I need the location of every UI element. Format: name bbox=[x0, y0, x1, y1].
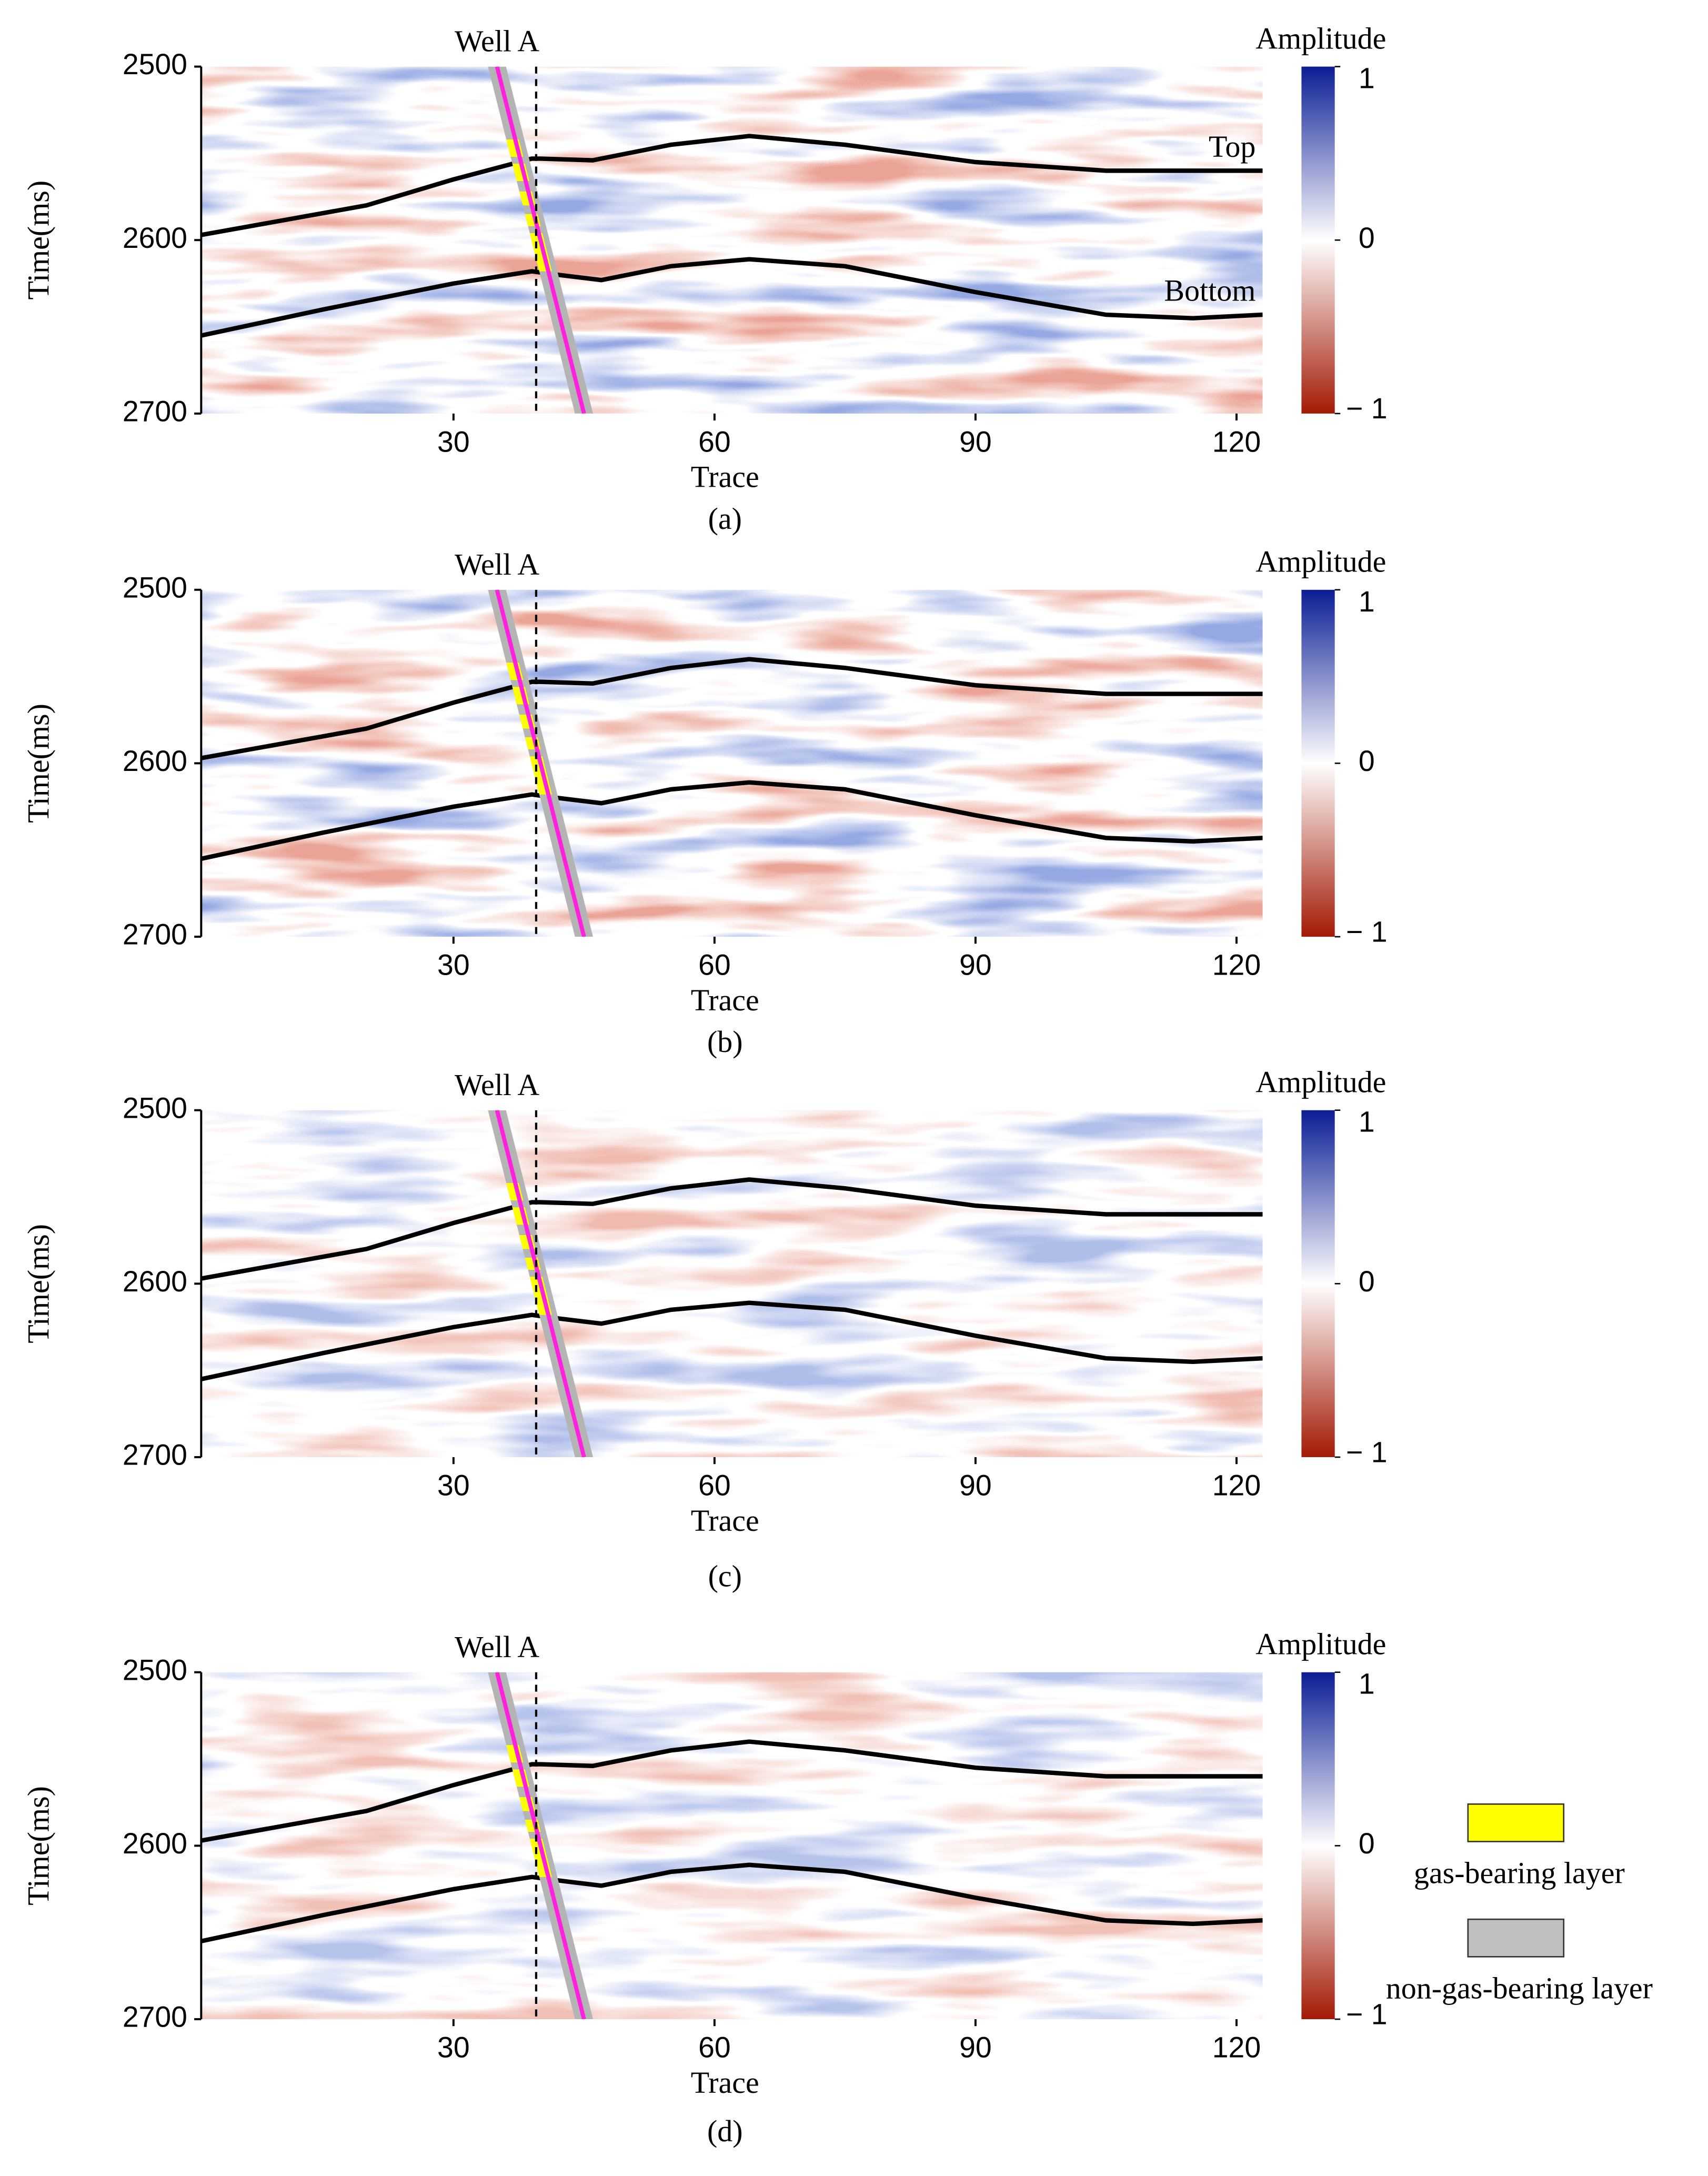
y-tick-label: 2600 bbox=[123, 1265, 187, 1298]
well-path bbox=[495, 66, 586, 414]
horizon-line bbox=[201, 134, 1263, 237]
x-axis-label: Trace bbox=[691, 2065, 759, 2100]
x-tick-label: 90 bbox=[959, 2031, 992, 2064]
colorbar-title: Amplitude bbox=[1255, 1627, 1386, 1661]
plot-area bbox=[201, 1110, 1263, 1457]
amplitude-texture bbox=[201, 1110, 1263, 1457]
well-annotation: Well A bbox=[455, 1068, 539, 1102]
y-tick-label: 2500 bbox=[123, 1653, 187, 1686]
well-annotation: Well A bbox=[455, 547, 539, 581]
colorbar-tick-label: 1 bbox=[1359, 62, 1375, 95]
y-tick-label: 2700 bbox=[123, 918, 187, 951]
x-tick-label: 90 bbox=[959, 949, 992, 981]
y-axis-label: Time(ms) bbox=[21, 181, 55, 300]
colorbar-tick-label: − 1 bbox=[1346, 392, 1387, 425]
x-tick-label: 30 bbox=[437, 426, 470, 458]
horizon-line bbox=[201, 257, 1263, 338]
x-tick-label: 120 bbox=[1212, 949, 1261, 981]
x-axis-label: Trace bbox=[691, 1503, 759, 1538]
x-axis-label: Trace bbox=[691, 460, 759, 494]
colorbar-title: Amplitude bbox=[1255, 21, 1386, 55]
y-tick-label: 2700 bbox=[123, 1439, 187, 1471]
colorbar-title: Amplitude bbox=[1255, 545, 1386, 579]
horizon-line bbox=[201, 780, 1263, 861]
legend-label: gas-bearing layer bbox=[1414, 1856, 1625, 1890]
colorbar-tick-label: 1 bbox=[1359, 1106, 1375, 1138]
x-tick-label: 120 bbox=[1212, 2031, 1261, 2064]
x-tick-label: 60 bbox=[698, 2031, 731, 2064]
y-tick-label: 2500 bbox=[123, 1091, 187, 1124]
panel-label: (d) bbox=[707, 2114, 743, 2148]
x-axis-label: Trace bbox=[691, 983, 759, 1017]
colorbar-title: Amplitude bbox=[1255, 1065, 1386, 1099]
panel-label: (a) bbox=[708, 502, 742, 536]
x-tick-label: 60 bbox=[698, 426, 731, 458]
legend-label: non-gas-bearing layer bbox=[1386, 1971, 1653, 2005]
y-tick-label: 2500 bbox=[123, 571, 187, 604]
colorbar-tick-label: 0 bbox=[1359, 222, 1375, 254]
amplitude-texture bbox=[201, 589, 1263, 937]
horizon-line bbox=[201, 1177, 1263, 1281]
y-axis-label: Time(ms) bbox=[21, 704, 55, 823]
x-tick-label: 60 bbox=[698, 949, 731, 981]
y-tick-label: 2600 bbox=[123, 222, 187, 254]
colorbar-tick-label: 0 bbox=[1359, 1827, 1375, 1860]
well-path bbox=[495, 589, 586, 937]
colorbar-tick-label: 1 bbox=[1359, 1668, 1375, 1700]
y-axis-label: Time(ms) bbox=[21, 1224, 55, 1343]
y-tick-label: 2700 bbox=[123, 395, 187, 427]
y-tick-label: 2600 bbox=[123, 1827, 187, 1860]
x-tick-label: 120 bbox=[1212, 1469, 1261, 1502]
legend-swatch bbox=[1467, 1803, 1565, 1842]
y-tick-label: 2700 bbox=[123, 2001, 187, 2033]
y-tick-label: 2500 bbox=[123, 48, 187, 81]
plot-area bbox=[201, 66, 1263, 414]
panel-label: (c) bbox=[708, 1559, 742, 1593]
well-annotation: Well A bbox=[455, 24, 539, 58]
horizon-label: Top bbox=[1209, 129, 1255, 164]
colorbar-tick-label: − 1 bbox=[1346, 1998, 1387, 2030]
colorbar bbox=[1301, 589, 1335, 937]
colorbar-tick-label: 0 bbox=[1359, 1265, 1375, 1298]
well-path bbox=[495, 1110, 586, 1457]
y-tick-label: 2600 bbox=[123, 745, 187, 777]
colorbar bbox=[1301, 1110, 1335, 1457]
horizon-label: Bottom bbox=[1164, 274, 1255, 308]
colorbar bbox=[1301, 1672, 1335, 2020]
x-tick-label: 30 bbox=[437, 949, 470, 981]
well-path bbox=[495, 1672, 586, 2020]
x-tick-label: 30 bbox=[437, 1469, 470, 1502]
colorbar-tick-label: − 1 bbox=[1346, 915, 1387, 948]
plot-area bbox=[201, 589, 1263, 937]
well-annotation: Well A bbox=[455, 1630, 539, 1664]
colorbar bbox=[1301, 66, 1335, 414]
colorbar-tick-label: − 1 bbox=[1346, 1436, 1387, 1468]
horizon-line bbox=[201, 1862, 1263, 1943]
y-axis-label: Time(ms) bbox=[21, 1786, 55, 1906]
legend-swatch bbox=[1467, 1918, 1565, 1958]
x-tick-label: 120 bbox=[1212, 426, 1261, 458]
panel-label: (b) bbox=[707, 1025, 743, 1059]
x-tick-label: 30 bbox=[437, 2031, 470, 2064]
amplitude-texture bbox=[201, 1672, 1263, 2020]
horizon-line bbox=[201, 1300, 1263, 1381]
x-tick-label: 90 bbox=[959, 1469, 992, 1502]
horizon-line bbox=[201, 1739, 1263, 1843]
colorbar-tick-label: 0 bbox=[1359, 745, 1375, 777]
plot-area bbox=[201, 1672, 1263, 2020]
x-tick-label: 60 bbox=[698, 1469, 731, 1502]
horizon-line bbox=[201, 657, 1263, 760]
amplitude-texture bbox=[201, 66, 1263, 414]
x-tick-label: 90 bbox=[959, 426, 992, 458]
colorbar-tick-label: 1 bbox=[1359, 585, 1375, 618]
